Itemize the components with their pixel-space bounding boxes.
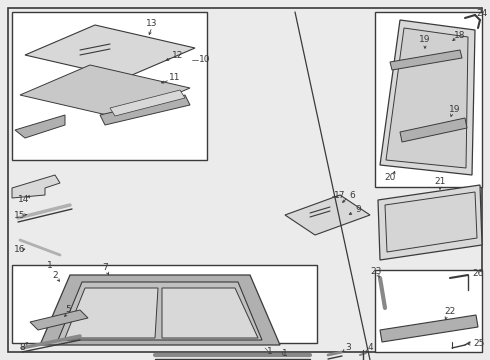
Text: 5: 5 <box>65 306 71 315</box>
Bar <box>375 12 482 187</box>
Text: 1: 1 <box>47 261 53 270</box>
Text: 24: 24 <box>476 9 488 18</box>
Text: 6: 6 <box>349 190 355 199</box>
Text: 7: 7 <box>102 264 108 273</box>
Text: 14: 14 <box>18 195 29 204</box>
Text: 26: 26 <box>472 270 483 279</box>
Text: 16: 16 <box>14 246 25 255</box>
Polygon shape <box>380 20 475 175</box>
Text: 1: 1 <box>282 350 288 359</box>
Text: 9: 9 <box>355 206 361 215</box>
Polygon shape <box>100 95 190 125</box>
Polygon shape <box>20 65 190 118</box>
Text: 25: 25 <box>473 339 485 348</box>
Polygon shape <box>110 90 185 116</box>
Polygon shape <box>58 282 262 340</box>
Polygon shape <box>162 288 258 338</box>
Text: 20: 20 <box>384 174 396 183</box>
Text: 19: 19 <box>449 105 461 114</box>
Bar <box>375 270 482 352</box>
Bar <box>12 12 207 160</box>
Polygon shape <box>380 315 478 342</box>
Text: 13: 13 <box>146 18 158 27</box>
Text: 21: 21 <box>434 177 446 186</box>
Polygon shape <box>65 288 158 338</box>
Polygon shape <box>285 195 370 235</box>
Text: 23: 23 <box>370 267 382 276</box>
Text: 18: 18 <box>454 31 466 40</box>
Polygon shape <box>25 25 195 78</box>
Polygon shape <box>386 28 468 168</box>
Polygon shape <box>12 175 60 198</box>
Text: 8: 8 <box>19 343 25 352</box>
Text: 11: 11 <box>169 73 181 82</box>
Polygon shape <box>385 192 477 252</box>
Text: 4: 4 <box>367 343 373 352</box>
Text: 3: 3 <box>345 343 351 352</box>
Text: 10: 10 <box>199 55 211 64</box>
Text: 12: 12 <box>172 50 184 59</box>
Polygon shape <box>400 118 467 142</box>
Polygon shape <box>30 310 88 330</box>
Polygon shape <box>390 50 462 70</box>
Text: 17: 17 <box>334 190 346 199</box>
Polygon shape <box>378 185 482 260</box>
Bar <box>12 265 317 343</box>
Text: 22: 22 <box>444 307 456 316</box>
Text: 15: 15 <box>14 211 25 220</box>
Text: 2: 2 <box>52 270 58 279</box>
Text: 19: 19 <box>419 36 431 45</box>
Text: 1: 1 <box>267 347 273 356</box>
Polygon shape <box>15 115 65 138</box>
Polygon shape <box>40 275 280 345</box>
